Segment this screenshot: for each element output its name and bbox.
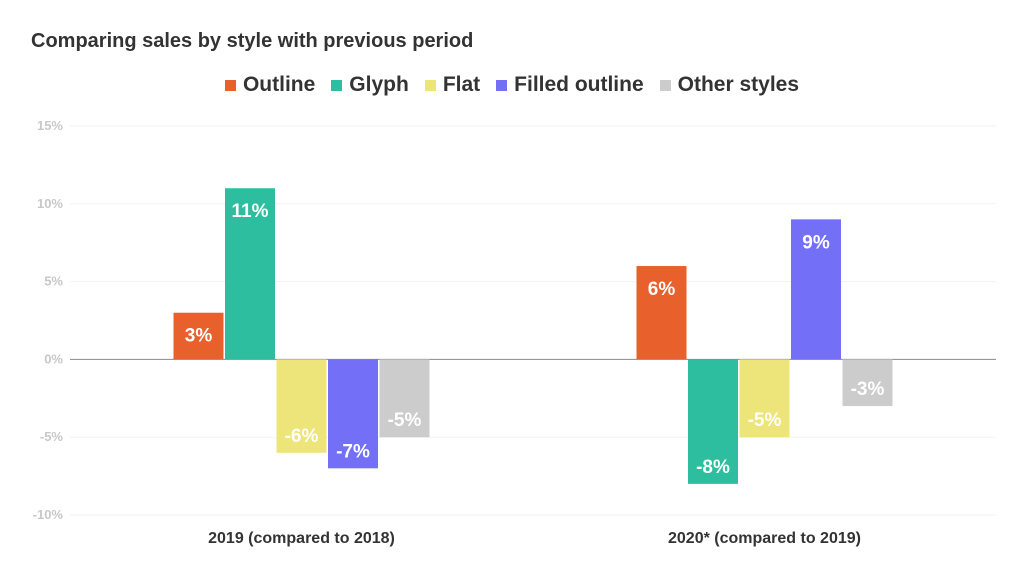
y-tick-label: 5% [44, 274, 63, 289]
x-category-label: 2020* (compared to 2019) [668, 530, 861, 547]
data-label: -7% [336, 441, 370, 462]
legend-label: Outline [242, 73, 316, 96]
legend-swatch [659, 79, 671, 91]
data-label: 3% [185, 326, 213, 347]
data-label: 9% [802, 232, 830, 253]
legend-swatch [224, 79, 236, 91]
legend-label: Glyph [349, 73, 409, 96]
legend-item-outline: Outline [224, 73, 316, 97]
bar-glyph [688, 359, 738, 484]
legend-label: Filled outline [514, 73, 644, 96]
data-label: -5% [748, 410, 782, 431]
legend-item-filled-outline: Filled outline [496, 73, 644, 97]
bar-glyph [225, 188, 275, 360]
data-label: -8% [696, 457, 730, 478]
data-label: -5% [388, 410, 422, 431]
legend-swatch [496, 79, 508, 91]
legend-swatch [331, 79, 343, 91]
y-tick-label: -10% [33, 507, 64, 522]
legend-item-flat: Flat [424, 73, 481, 97]
bar-flat [739, 359, 790, 438]
y-tick-label: 15% [37, 118, 63, 133]
data-label: -3% [851, 379, 885, 400]
bar-filled-outline [791, 219, 841, 360]
chart-title: Comparing sales by style with previous p… [31, 30, 474, 52]
legend-item-glyph: Glyph [331, 73, 409, 97]
bar-other-styles [379, 359, 430, 438]
legend-label: Flat [442, 73, 481, 96]
y-tick-label: -5% [40, 429, 64, 444]
data-label: -6% [285, 426, 319, 447]
bar-flat [276, 359, 327, 453]
x-category-label: 2019 (compared to 2018) [208, 530, 395, 547]
data-label: 11% [232, 201, 269, 222]
bar-outline [173, 312, 224, 360]
legend-swatch [424, 79, 436, 91]
legend-label: Other styles [677, 73, 800, 96]
y-tick-label: 10% [37, 196, 63, 211]
legend-item-other-styles: Other styles [659, 73, 800, 97]
bar-filled-outline [328, 359, 378, 469]
y-tick-label: 0% [44, 351, 63, 366]
data-label: 6% [648, 279, 676, 300]
bar-other-styles [842, 359, 893, 407]
bar-outline [636, 266, 687, 360]
chart-legend: Outline Glyph Flat Filled outline Other … [0, 73, 1024, 97]
